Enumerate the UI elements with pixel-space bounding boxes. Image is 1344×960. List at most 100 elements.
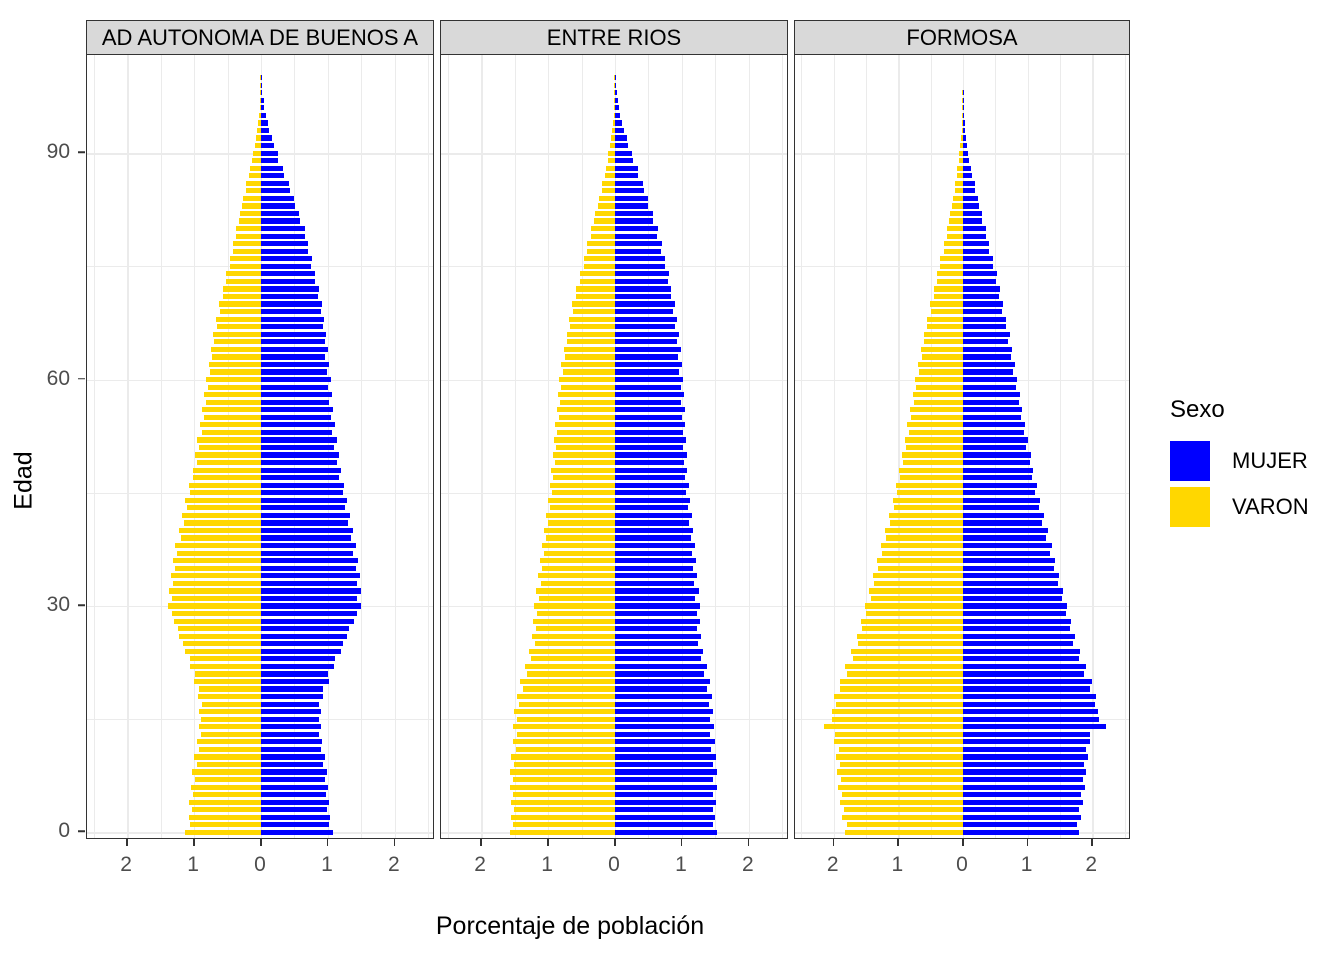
bar-varon <box>869 588 963 594</box>
bar-varon <box>258 112 261 118</box>
bar-varon <box>206 376 261 383</box>
x-axis-tick-label: 2 <box>826 853 839 876</box>
bar-mujer <box>261 324 323 330</box>
bar-mujer <box>615 829 717 836</box>
x-axis-tick-label: 0 <box>254 853 266 876</box>
bar-mujer <box>261 792 326 798</box>
bar-varon <box>200 422 261 428</box>
bar-varon <box>937 278 963 285</box>
bar-varon <box>200 731 261 737</box>
y-axis-tick-label: 60 <box>46 366 70 390</box>
bar-varon <box>556 444 615 451</box>
bar-mujer <box>615 195 648 201</box>
bar-mujer <box>963 512 1044 519</box>
x-axis-tick-mark <box>547 839 549 846</box>
bar-mujer <box>261 173 285 179</box>
bar-mujer <box>963 475 1033 481</box>
bar-mujer <box>963 595 1062 602</box>
bar-mujer <box>261 165 284 171</box>
bar-varon <box>198 693 261 700</box>
bar-varon <box>526 671 615 677</box>
bar-mujer <box>615 361 682 368</box>
bar-varon <box>962 97 963 103</box>
bar-mujer <box>615 407 685 413</box>
bar-varon <box>612 127 615 134</box>
bar-mujer <box>963 203 979 209</box>
bar-varon <box>509 784 615 790</box>
bar-mujer <box>963 399 1019 405</box>
bar-mujer <box>615 595 696 602</box>
legend-item-varon[interactable]: VARON <box>1170 484 1309 530</box>
bar-mujer <box>261 180 290 186</box>
bar-mujer <box>261 376 332 383</box>
bar-mujer <box>261 505 346 511</box>
bar-mujer <box>615 316 677 322</box>
bar-varon <box>198 709 261 715</box>
bar-varon <box>910 407 963 413</box>
facet-panel-2 <box>440 54 788 839</box>
x-axis-tick-mark <box>1026 839 1029 846</box>
bar-varon <box>613 105 615 111</box>
bar-varon <box>193 475 261 481</box>
bar-mujer <box>615 610 697 617</box>
bar-varon <box>202 429 261 435</box>
x-axis-tick-label: 1 <box>675 853 687 876</box>
bar-mujer <box>261 414 331 420</box>
bar-varon <box>604 173 615 179</box>
bar-mujer <box>963 822 1077 828</box>
bar-mujer <box>261 829 334 836</box>
bar-varon <box>943 241 963 247</box>
bar-mujer <box>261 754 326 760</box>
bar-mujer <box>261 588 362 594</box>
bar-mujer <box>615 565 694 571</box>
bar-mujer <box>615 588 699 594</box>
x-axis-tick-label: 2 <box>388 853 400 876</box>
bar-mujer <box>963 520 1043 526</box>
bar-varon <box>538 595 615 602</box>
legend-item-mujer[interactable]: MUJER <box>1170 438 1309 484</box>
bar-mujer <box>261 339 325 345</box>
bar-varon <box>177 550 261 556</box>
bar-varon <box>235 226 261 232</box>
bar-varon <box>561 384 615 390</box>
bar-mujer <box>261 769 327 775</box>
bar-varon <box>852 656 963 662</box>
bar-mujer <box>963 324 1006 330</box>
bar-varon <box>832 709 963 715</box>
bar-mujer <box>963 641 1074 647</box>
bar-varon <box>513 807 615 813</box>
bar-mujer <box>615 467 688 473</box>
bar-varon <box>513 777 615 783</box>
bar-varon <box>195 671 261 677</box>
x-axis-tick-label: 1 <box>1020 853 1033 876</box>
bar-varon <box>517 716 615 722</box>
bar-mujer <box>615 784 717 790</box>
bar-mujer <box>261 112 266 118</box>
legend-label-varon: VARON <box>1232 494 1309 519</box>
bar-varon <box>583 256 615 262</box>
bar-mujer <box>963 535 1047 541</box>
bar-varon <box>190 663 261 669</box>
bar-varon <box>260 75 261 81</box>
bar-varon <box>864 603 963 609</box>
bar-mujer <box>261 807 328 813</box>
bar-mujer <box>963 105 964 111</box>
bar-varon <box>957 173 963 179</box>
bar-varon <box>586 248 615 254</box>
bar-mujer <box>261 543 357 549</box>
bar-mujer <box>261 75 262 81</box>
bar-varon <box>524 663 615 669</box>
bar-mujer <box>261 535 351 541</box>
bar-mujer <box>963 90 964 96</box>
bar-mujer <box>261 761 323 768</box>
bar-mujer <box>261 392 332 398</box>
bar-mujer <box>963 309 1003 315</box>
bar-varon <box>566 331 615 337</box>
bar-varon <box>540 580 615 586</box>
grid-line-vertical <box>194 55 196 838</box>
bar-varon <box>557 429 615 435</box>
grid-line-vertical <box>394 55 397 838</box>
bar-mujer <box>261 407 334 413</box>
bar-varon <box>554 437 615 443</box>
bar-mujer <box>615 173 639 179</box>
